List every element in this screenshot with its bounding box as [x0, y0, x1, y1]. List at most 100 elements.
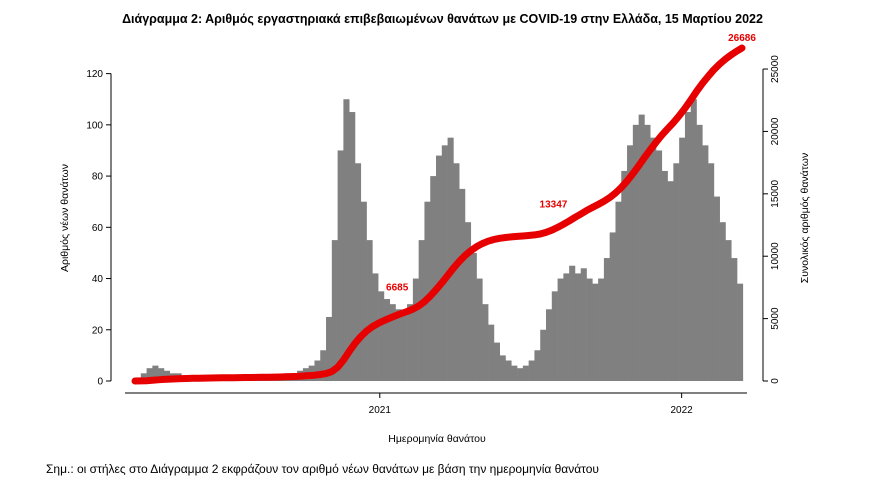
- daily-deaths-bar: [441, 145, 448, 381]
- y-left-tick-label: 80: [92, 172, 104, 183]
- cumulative-value-label: 26686: [728, 33, 756, 44]
- daily-deaths-bar: [661, 170, 668, 381]
- daily-deaths-bar: [551, 291, 558, 381]
- daily-deaths-bar: [378, 291, 385, 381]
- daily-deaths-bar: [684, 112, 692, 382]
- daily-deaths-bar: [493, 342, 500, 381]
- daily-deaths-bar: [326, 316, 333, 381]
- daily-deaths-bar: [470, 252, 477, 381]
- y-right-tick-label: 20000: [770, 117, 781, 145]
- daily-deaths-bar: [511, 365, 518, 381]
- daily-deaths-bar: [459, 188, 466, 381]
- daily-deaths-bar: [354, 163, 362, 381]
- y-axis-left-label: Αριθμός νέων θανάτων: [59, 164, 71, 272]
- daily-deaths-bar: [655, 150, 663, 381]
- y-left-tick-label: 0: [97, 377, 103, 388]
- daily-deaths-bar: [667, 181, 674, 381]
- y-left-tick-label: 60: [92, 223, 104, 234]
- daily-deaths-bar: [621, 170, 628, 381]
- daily-deaths-bar: [401, 314, 408, 381]
- daily-deaths-bar: [644, 124, 651, 381]
- daily-deaths-bar: [320, 350, 327, 381]
- daily-deaths-bar: [713, 196, 720, 381]
- daily-deaths-bar: [331, 240, 338, 381]
- cumulative-value-label: 13347: [540, 199, 568, 210]
- daily-deaths-bar: [395, 309, 402, 381]
- daily-deaths-bar: [158, 368, 165, 381]
- y-left-tick-label: 20: [92, 325, 104, 336]
- daily-deaths-bar: [690, 99, 697, 381]
- daily-deaths-bar: [731, 258, 738, 381]
- daily-deaths-bar: [383, 299, 391, 381]
- daily-deaths-bar: [574, 273, 582, 381]
- daily-deaths-bar: [650, 137, 657, 381]
- daily-deaths-bar: [580, 268, 587, 381]
- daily-deaths-bar: [424, 201, 431, 381]
- daily-deaths-bar: [696, 124, 703, 381]
- y-right-tick-label: 10000: [770, 242, 781, 270]
- cumulative-deaths-line: [131, 44, 746, 385]
- daily-deaths-bar: [627, 145, 634, 381]
- daily-deaths-bar: [343, 99, 350, 381]
- daily-deaths-bar: [737, 283, 744, 381]
- x-axis-label: Ημερομηνία θανάτου: [388, 433, 486, 445]
- chart-title: Διάγραμμα 2: Αριθμός εργαστηριακά επιβεβ…: [122, 12, 763, 26]
- daily-deaths-bar: [430, 176, 437, 381]
- y-left-tick-label: 120: [86, 69, 103, 80]
- daily-deaths-bar: [673, 163, 680, 381]
- daily-deaths-bar: [464, 222, 472, 381]
- daily-deaths-bar: [152, 365, 159, 381]
- y-right-tick-label: 25000: [770, 55, 781, 83]
- y-axis-right-label: Συνολικός αριθμός θανάτων: [799, 153, 811, 283]
- y-right-tick-label: 0: [770, 378, 781, 384]
- daily-deaths-bar: [436, 155, 443, 381]
- daily-deaths-bar: [702, 145, 709, 381]
- daily-deaths-bar: [337, 150, 344, 381]
- daily-deaths-bar: [632, 124, 639, 381]
- daily-deaths-bar: [534, 350, 541, 381]
- axes-layer: 0 20 40 60 80 100 120 0 5000 10000 15000 20000 25000…: [86, 55, 781, 416]
- daily-deaths-bar: [546, 309, 553, 381]
- daily-deaths-bar: [476, 278, 483, 381]
- daily-deaths-bar: [389, 304, 396, 381]
- daily-deaths-bar: [140, 373, 147, 381]
- daily-deaths-bar: [569, 265, 576, 381]
- daily-deaths-bar: [679, 137, 686, 381]
- daily-deaths-bar: [638, 114, 645, 381]
- daily-deaths-bar: [453, 163, 460, 381]
- daily-deaths-bar: [603, 258, 610, 381]
- y-right-tick-label: 15000: [770, 179, 781, 207]
- daily-deaths-bar: [499, 355, 506, 381]
- daily-deaths-bar: [482, 304, 489, 381]
- bars-layer: [135, 99, 744, 382]
- cumulative-layer: 6685 13347 26686: [131, 33, 756, 385]
- daily-deaths-bar: [146, 368, 153, 381]
- y-left-tick-label: 100: [86, 120, 103, 131]
- daily-deaths-bar: [609, 232, 616, 381]
- daily-deaths-bar: [349, 112, 356, 382]
- daily-deaths-bar: [586, 278, 593, 381]
- daily-deaths-bar: [366, 240, 373, 381]
- daily-deaths-bar: [557, 278, 564, 381]
- x-tick-label: 2021: [369, 405, 392, 416]
- daily-deaths-bar: [598, 278, 605, 381]
- daily-deaths-bar: [418, 240, 425, 381]
- daily-deaths-bar: [528, 360, 535, 381]
- daily-deaths-bar: [517, 368, 524, 381]
- daily-deaths-bar: [725, 240, 732, 381]
- daily-deaths-bar: [407, 304, 414, 381]
- daily-deaths-bar: [314, 360, 321, 381]
- daily-deaths-bar: [592, 283, 599, 381]
- y-right-tick-label: 5000: [770, 307, 781, 330]
- daily-deaths-bar: [540, 329, 547, 381]
- y-left-tick-label: 40: [92, 274, 104, 285]
- daily-deaths-bar: [412, 278, 419, 381]
- daily-deaths-bar: [447, 137, 454, 381]
- daily-deaths-bar: [360, 201, 367, 381]
- daily-deaths-bar: [708, 163, 715, 381]
- daily-deaths-bar: [719, 222, 726, 381]
- footnote: Σημ.: οι στήλες στο Διάγραμμα 2 εκφράζου…: [46, 462, 599, 476]
- daily-deaths-bar: [522, 365, 529, 381]
- daily-deaths-bar: [488, 324, 495, 381]
